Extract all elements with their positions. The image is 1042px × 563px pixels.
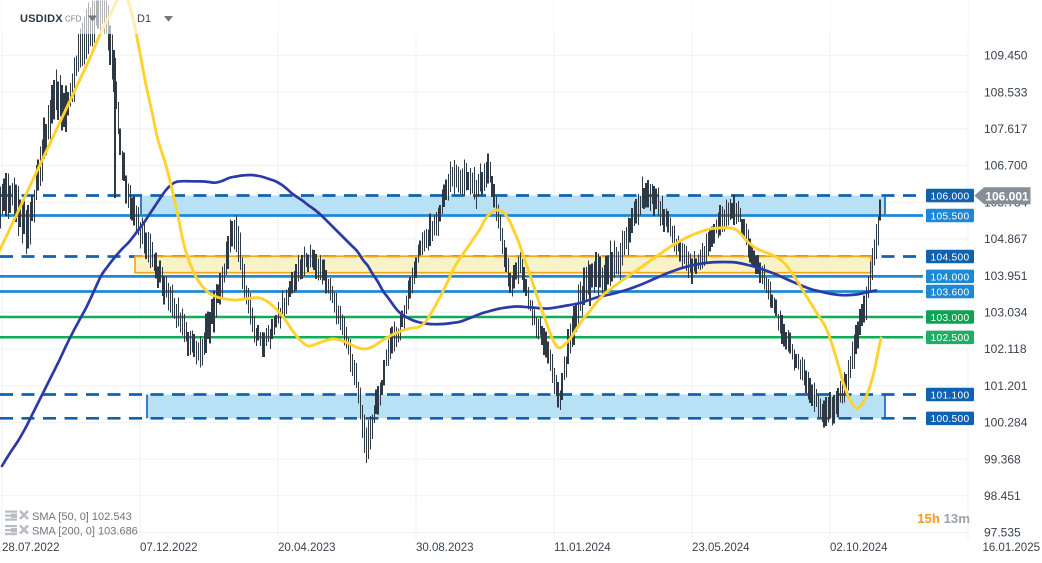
- svg-text:16.01.2025: 16.01.2025: [982, 542, 1040, 554]
- svg-text:103.034: 103.034: [984, 306, 1028, 320]
- svg-text:CFD: CFD: [65, 15, 82, 24]
- svg-text:102.118: 102.118: [984, 342, 1027, 356]
- svg-text:101.100: 101.100: [931, 390, 970, 401]
- svg-text:97.535: 97.535: [984, 526, 1021, 540]
- svg-text:23.05.2024: 23.05.2024: [692, 542, 750, 554]
- svg-text:SMA [50, 0] 102.543: SMA [50, 0] 102.543: [32, 511, 132, 523]
- svg-text:108.533: 108.533: [984, 85, 1028, 99]
- svg-text:28.07.2022: 28.07.2022: [2, 542, 60, 554]
- svg-text:D1: D1: [137, 13, 151, 25]
- svg-text:102.500: 102.500: [931, 333, 970, 344]
- svg-text:98.451: 98.451: [984, 489, 1021, 503]
- svg-text:106.700: 106.700: [984, 159, 1028, 173]
- svg-text:107.617: 107.617: [984, 122, 1028, 136]
- svg-text:106.001: 106.001: [985, 189, 1029, 203]
- svg-text:103.951: 103.951: [984, 269, 1028, 283]
- svg-text:101.201: 101.201: [984, 379, 1028, 393]
- svg-text:105.500: 105.500: [931, 211, 970, 222]
- svg-text:100.284: 100.284: [984, 416, 1028, 430]
- svg-text:104.500: 104.500: [931, 252, 970, 263]
- svg-text:15h 13m: 15h 13m: [917, 511, 970, 526]
- svg-text:104.000: 104.000: [931, 272, 970, 283]
- svg-text:106.000: 106.000: [931, 191, 970, 202]
- svg-text:103.600: 103.600: [931, 287, 970, 298]
- svg-text:99.368: 99.368: [984, 452, 1021, 466]
- svg-text:07.12.2022: 07.12.2022: [140, 542, 198, 554]
- svg-text:11.01.2024: 11.01.2024: [554, 542, 611, 554]
- svg-text:100.500: 100.500: [931, 414, 970, 425]
- svg-text:02.10.2024: 02.10.2024: [830, 542, 888, 554]
- svg-text:USDIDX: USDIDX: [20, 13, 63, 25]
- svg-text:109.450: 109.450: [984, 49, 1028, 63]
- svg-text:30.08.2023: 30.08.2023: [416, 542, 474, 554]
- svg-text:20.04.2023: 20.04.2023: [278, 542, 336, 554]
- svg-text:SMA [200, 0] 103.686: SMA [200, 0] 103.686: [32, 526, 138, 538]
- svg-text:104.867: 104.867: [984, 232, 1028, 246]
- svg-text:103.000: 103.000: [931, 313, 970, 324]
